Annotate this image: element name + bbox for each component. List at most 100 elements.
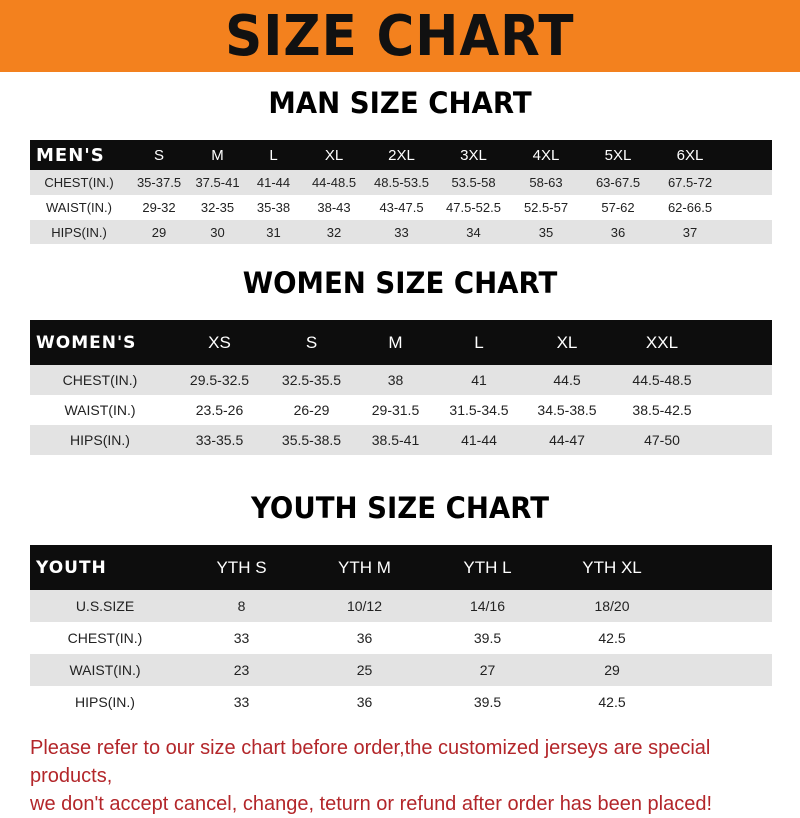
table-cell: XL xyxy=(556,332,578,352)
table-cell: 23 xyxy=(233,662,250,678)
table-cell: S xyxy=(305,332,318,352)
table-cell: 29.5-32.5 xyxy=(189,372,250,388)
table-cell: 47-50 xyxy=(644,432,680,448)
table-cell: 41-44 xyxy=(461,432,497,448)
men-size-table: MEN'S S M L XL 2XL 3XL 4XL 5XL 6XL CHEST(IN.) 35-37… xyxy=(30,140,772,244)
table-cell: 10/12 xyxy=(346,598,383,614)
table-cell: 18/20 xyxy=(594,598,630,614)
table-cell: 37 xyxy=(682,224,698,240)
table-cell: 32-35 xyxy=(200,200,235,215)
table-cell: 4XL xyxy=(532,146,560,164)
table-cell: 33-35.5 xyxy=(195,432,244,448)
table-cell: L xyxy=(269,146,278,164)
youth-size-table: YOUTH YTH S YTH M YTH L YTH XL U.S.SIZE 8 10/12… xyxy=(30,545,772,718)
table-row: U.S.SIZE 8 10/12 14/16 18/20 xyxy=(30,590,772,622)
table-cell: YTH M xyxy=(338,557,391,577)
row-label: WAIST(IN.) xyxy=(69,662,141,678)
table-cell: 36 xyxy=(610,224,626,240)
table-cell: 29 xyxy=(151,224,167,240)
table-cell: 42.5 xyxy=(598,630,626,646)
table-cell: 33 xyxy=(233,630,250,646)
table-cell: 31.5-34.5 xyxy=(449,402,509,418)
table-cell: 38.5-42.5 xyxy=(632,402,692,418)
table-cell: 27 xyxy=(479,662,496,678)
row-label: CHEST(IN.) xyxy=(44,175,114,190)
notice-line-2: we don't accept cancel, change, teturn o… xyxy=(30,793,713,815)
order-notice: Please refer to our size chart before or… xyxy=(30,734,790,818)
table-cell: YTH XL xyxy=(582,557,642,577)
table-cell: 41-44 xyxy=(256,175,291,190)
table-cell: 33 xyxy=(394,224,409,240)
table-cell: 8 xyxy=(237,598,246,614)
table-cell: 38.5-41 xyxy=(371,432,420,448)
table-header-row: WOMEN'S XS S M L XL XXL xyxy=(30,320,772,365)
table-row: HIPS(IN.) 29 30 31 32 33 34 35 36 37 xyxy=(30,220,772,244)
table-cell: 36 xyxy=(356,630,373,646)
table-cell: 44.5-48.5 xyxy=(632,372,692,388)
row-label: MEN'S xyxy=(36,144,105,166)
men-section-title: MAN SIZE CHART xyxy=(268,86,532,120)
table-cell: XS xyxy=(208,332,231,352)
table-cell: 32 xyxy=(326,224,342,240)
table-cell: 53.5-58 xyxy=(451,175,496,190)
table-header-row: YOUTH YTH S YTH M YTH L YTH XL xyxy=(30,545,772,590)
table-cell: XL xyxy=(324,146,344,164)
table-cell: 38 xyxy=(387,372,404,388)
row-label: CHEST(IN.) xyxy=(62,372,138,388)
table-cell: L xyxy=(474,332,484,352)
table-cell: 39.5 xyxy=(473,694,502,710)
page-title: SIZE CHART xyxy=(225,3,575,69)
table-cell: 44-47 xyxy=(549,432,585,448)
table-cell: 3XL xyxy=(460,146,487,164)
table-cell: 44-48.5 xyxy=(311,175,357,190)
table-cell: 31 xyxy=(266,224,281,240)
table-cell: 63-67.5 xyxy=(595,175,641,190)
table-cell: M xyxy=(388,332,403,352)
table-cell: 23.5-26 xyxy=(195,402,244,418)
table-cell: 2XL xyxy=(388,146,415,164)
row-label: WAIST(IN.) xyxy=(64,402,136,418)
table-cell: 58-63 xyxy=(529,175,563,190)
table-cell: 6XL xyxy=(676,146,704,164)
table-cell: 30 xyxy=(210,224,225,240)
table-cell: 35-37.5 xyxy=(136,175,182,190)
table-cell: YTH L xyxy=(463,557,512,577)
table-header-row: MEN'S S M L XL 2XL 3XL 4XL 5XL 6XL xyxy=(30,140,772,170)
table-cell: 43-47.5 xyxy=(379,200,424,215)
table-cell: 41 xyxy=(471,372,487,388)
table-cell: 34 xyxy=(466,224,481,240)
table-cell: 62-66.5 xyxy=(667,200,713,215)
table-cell: 52.5-57 xyxy=(523,200,569,215)
table-row: CHEST(IN.) 35-37.5 37.5-41 41-44 44-48.5 48.5… xyxy=(30,170,772,195)
table-row: WAIST(IN.) 23.5-26 26-29 29-31.5 31.5-34.5 34… xyxy=(30,395,772,425)
table-row: HIPS(IN.) 33 36 39.5 42.5 xyxy=(30,686,772,718)
table-cell: YTH S xyxy=(216,557,267,577)
table-cell: 32.5-35.5 xyxy=(281,372,342,388)
table-cell: 35.5-38.5 xyxy=(281,432,342,448)
notice-line-1: Please refer to our size chart before or… xyxy=(30,737,711,787)
table-cell: 39.5 xyxy=(473,630,502,646)
table-cell: M xyxy=(211,146,224,164)
table-cell: 38-43 xyxy=(317,200,351,215)
table-cell: 14/16 xyxy=(469,598,506,614)
table-row: WAIST(IN.) 29-32 32-35 35-38 38-43 43-47.5 47.… xyxy=(30,195,772,220)
table-row: CHEST(IN.) 33 36 39.5 42.5 xyxy=(30,622,772,654)
table-cell: 29-32 xyxy=(142,200,176,215)
women-size-table: WOMEN'S XS S M L XL XXL CHEST(IN.) 29.5-32.5 32.5… xyxy=(30,320,772,455)
row-label: YOUTH xyxy=(36,557,107,578)
table-cell: 35 xyxy=(538,224,554,240)
table-cell: 29 xyxy=(604,662,620,678)
table-cell: 25 xyxy=(356,662,373,678)
table-cell: 48.5-53.5 xyxy=(374,175,429,190)
table-cell: 36 xyxy=(356,694,373,710)
row-label: WOMEN'S xyxy=(36,332,137,353)
table-cell: 35-38 xyxy=(256,200,291,215)
table-row: WAIST(IN.) 23 25 27 29 xyxy=(30,654,772,686)
table-cell: 47.5-52.5 xyxy=(446,200,501,215)
table-cell: S xyxy=(153,146,164,164)
table-cell: 34.5-38.5 xyxy=(537,402,597,418)
table-cell: XXL xyxy=(645,332,679,352)
table-cell: 29-31.5 xyxy=(371,402,420,418)
table-row: CHEST(IN.) 29.5-32.5 32.5-35.5 38 41 44.5 44.5… xyxy=(30,365,772,395)
row-label: CHEST(IN.) xyxy=(67,630,143,646)
